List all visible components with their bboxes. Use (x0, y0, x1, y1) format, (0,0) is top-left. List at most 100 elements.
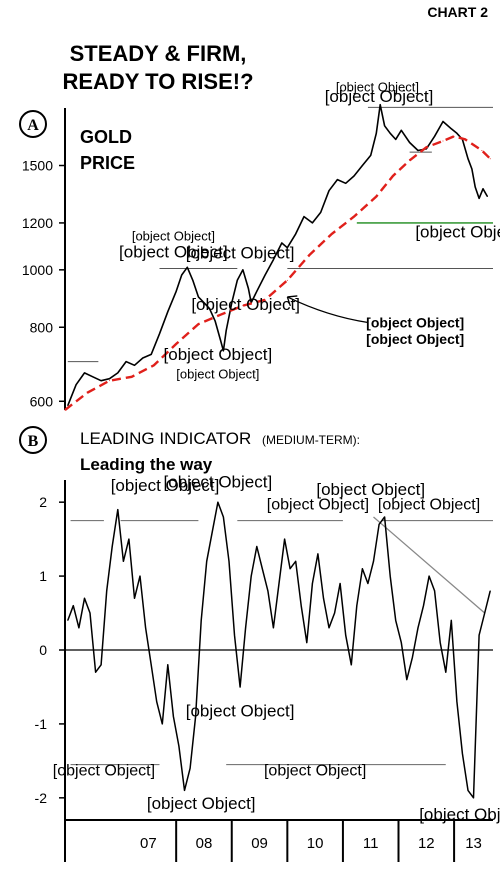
leading-indicator-point (78, 627, 80, 629)
leading-indicator-point (256, 546, 258, 548)
leading-indicator-point (184, 789, 186, 791)
panel-a-annotation: [object Object] (119, 242, 228, 261)
leading-indicator-point (139, 575, 141, 577)
moving-average-point (481, 150, 483, 152)
gold-price-point (456, 132, 458, 134)
gold-price-point (256, 290, 258, 292)
panel-b-annotation: [object Object] (419, 805, 500, 824)
panel-a-annotation: [object Object] (164, 345, 273, 364)
moving-average-callout-arrowhead (286, 295, 298, 307)
leading-indicator-point (106, 590, 108, 592)
leading-indicator-point (306, 642, 308, 644)
leading-indicator-point (72, 605, 74, 607)
panel-b-annotation: [object Object] (378, 497, 480, 514)
headline-line-1: STEADY & FIRM, (70, 41, 247, 66)
panel-a-annotation: [object Object] (132, 229, 215, 244)
gold-price-point (345, 182, 347, 184)
leading-indicator-point (484, 612, 486, 614)
leading-indicator-point (95, 671, 97, 673)
gold-price-point (214, 320, 216, 322)
gold-price-point (375, 132, 377, 134)
leading-indicator-point (395, 619, 397, 621)
headline-line-2: READY TO RISE!? (62, 69, 253, 94)
gold-price-point (442, 120, 444, 122)
gold-price-point (384, 125, 386, 127)
gold-price-point (286, 247, 288, 249)
leading-indicator-point (211, 531, 213, 533)
leading-indicator-point (111, 546, 113, 548)
gold-price-point (75, 384, 77, 386)
moving-average-point (64, 409, 66, 411)
gold-price-point (486, 195, 488, 197)
gold-price-point (311, 222, 313, 224)
moving-average-point (375, 195, 377, 197)
gold-price-point (389, 132, 391, 134)
moving-average-point (220, 314, 222, 316)
gold-price-point (192, 279, 194, 281)
leading-indicator-point (261, 568, 263, 570)
gold-price-point (209, 308, 211, 310)
leading-indicator-point (450, 619, 452, 621)
moving-average-point (353, 216, 355, 218)
leading-indicator-point (222, 516, 224, 518)
panel-b-y-tick-label: -1 (35, 716, 48, 732)
panel-a-title-line-1: GOLD (80, 127, 132, 147)
gold-price-point (100, 380, 102, 382)
panel-a-marker-circle (19, 110, 47, 138)
leading-indicator-point (311, 582, 313, 584)
moving-average-point (86, 392, 88, 394)
moving-average-point (331, 233, 333, 235)
leading-indicator-point (200, 619, 202, 621)
gold-price-point (197, 296, 199, 298)
panel-b-title-main: LEADING INDICATOR (80, 429, 251, 448)
panel-b-y-tick-label: 0 (39, 642, 47, 658)
leading-indicator-point (161, 723, 163, 725)
moving-average-point (108, 380, 110, 382)
gold-price-point (482, 188, 484, 190)
leading-indicator-point (439, 642, 441, 644)
leading-indicator-point (406, 679, 408, 681)
gold-price-point (203, 302, 205, 304)
leading-indicator-point (372, 560, 374, 562)
panel-b-x-tick-label: 12 (418, 835, 435, 852)
panel-a-annotation: [object Object] (366, 314, 464, 330)
leading-indicator-point (356, 605, 358, 607)
leading-indicator-point (417, 627, 419, 629)
moving-average-point (197, 323, 199, 325)
leading-indicator-point (361, 568, 363, 570)
gold-price-point (242, 269, 244, 271)
panel-b-y-tick-label: 2 (39, 494, 47, 510)
panel-a-y-tick-label: 1000 (22, 262, 53, 278)
panel-a-annotation: [object Object] (336, 79, 419, 94)
leading-indicator-point (195, 716, 197, 718)
leading-indicator-point (295, 560, 297, 562)
panel-a-title-line-2: PRICE (80, 153, 135, 173)
moving-average-line (64, 135, 492, 411)
leading-indicator-point (411, 656, 413, 658)
leading-indicator-point (145, 627, 147, 629)
gold-price-point (467, 158, 469, 160)
leading-indicator-point (267, 590, 269, 592)
gold-price-point (474, 186, 476, 188)
panel-a-y-tick-label: 600 (30, 393, 54, 409)
panel-b-subtitle: Leading the way (80, 455, 213, 474)
gold-price-point (220, 339, 222, 341)
leading-indicator-point (178, 745, 180, 747)
moving-average-point (153, 364, 155, 366)
panel-a-marker-letter: A (27, 117, 39, 134)
gold-price-point (409, 142, 411, 144)
moving-average-point (309, 254, 311, 256)
panel-a-annotation: [object Object] (191, 295, 300, 314)
leading-indicator-point (239, 686, 241, 688)
moving-average-point (453, 135, 455, 137)
moving-average-point (425, 146, 427, 148)
gold-price-point (247, 288, 249, 290)
leading-indicator-point (456, 701, 458, 703)
gold-price-point (158, 333, 160, 335)
gold-price-point (370, 154, 372, 156)
gold-price-point (125, 361, 127, 363)
panel-b-trend-line (373, 516, 486, 614)
panel-b-marker-circle (19, 426, 47, 454)
